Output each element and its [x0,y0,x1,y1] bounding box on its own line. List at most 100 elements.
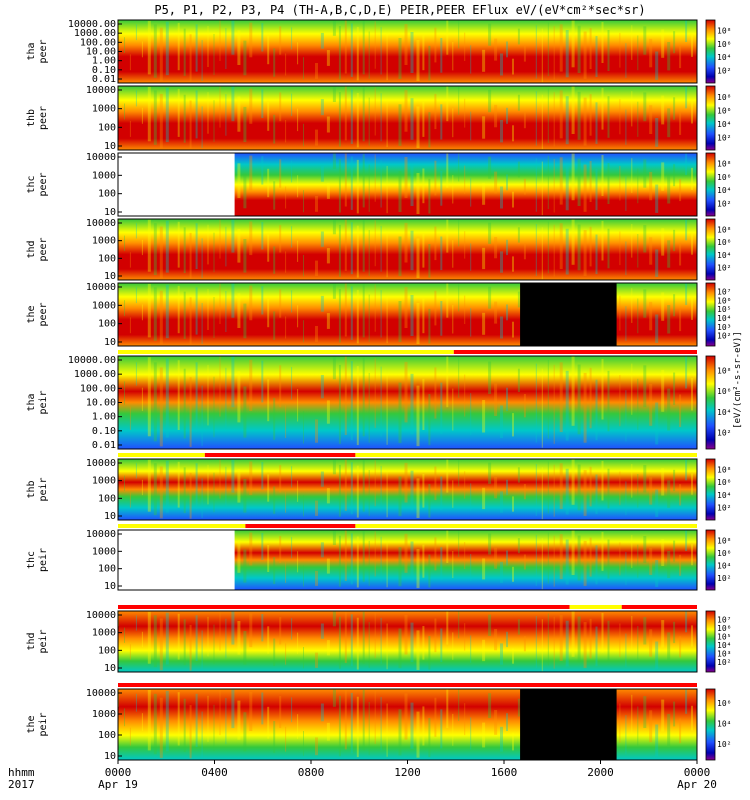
flux-variation [153,463,157,516]
mode-bar-segment [118,453,205,457]
flux-variation [141,713,143,731]
flux-variation [500,643,503,665]
colorbar [705,85,716,151]
flux-variation [452,551,454,578]
colorbar-tick-label: 10³ [717,323,731,332]
y-tick-label: 10 [104,663,116,674]
flux-variation [470,111,472,141]
flux-variation [422,101,425,137]
flux-variation [565,30,569,78]
flux-variation [165,358,169,438]
flux-variation [440,547,443,581]
flux-variation [291,367,293,400]
flux-variation [464,542,466,569]
flux-variation [404,693,408,740]
flux-variation [452,713,454,746]
flux-variation [416,478,420,518]
flux-variation [494,710,498,735]
flux-variation [267,474,270,502]
flux-variation [583,470,587,516]
flux-variation [297,42,299,65]
flux-variation [344,611,347,663]
flux-variation [541,538,543,590]
flux-variation [559,534,563,580]
flux-variation [225,367,227,429]
flux-variation [267,298,270,328]
flux-variation [512,732,514,751]
y-label-probe: thb [26,480,37,498]
y-label-probe: thd [26,632,37,650]
flux-variation [535,464,537,516]
flux-variation [237,371,241,423]
flux-variation [494,477,498,499]
flux-variation [279,225,282,253]
flux-variation [362,219,365,272]
flux-variation [464,165,466,194]
flux-variation [398,171,402,212]
flux-variation [332,356,336,380]
flux-variation [219,283,221,324]
flux-variation [165,21,169,76]
y-tick-label: 100 [98,122,116,133]
colorbar-tick-label: 10⁸ [717,93,731,102]
flux-variation [201,630,203,670]
flux-variation [297,175,299,198]
flux-variation [261,222,264,250]
flux-variation [667,305,671,334]
flux-variation [446,611,449,645]
flux-variation [506,631,508,648]
flux-variation [434,160,437,196]
y-tick-label: 10 [104,337,116,348]
flux-variation [422,168,425,204]
colorbar-tick-label: 10⁸ [717,536,731,545]
flux-variation [595,102,598,144]
colorbar [705,610,716,673]
flux-variation [338,616,341,669]
flux-variation [320,32,324,49]
flux-variation [428,636,431,670]
flux-variation [512,125,514,142]
flux-variation [571,219,575,265]
flux-variation [553,535,555,587]
flux-variation [374,21,376,69]
flux-variation [362,611,365,664]
x-tick-label: 1200 [394,766,421,779]
flux-variation [207,26,209,67]
flux-variation [153,90,157,145]
flux-variation [153,362,157,442]
flux-variation [691,101,693,124]
flux-variation [559,157,563,205]
flux-variation [440,104,443,140]
flux-variation [506,41,508,58]
panel-the-peir: 10 100 1000 10000 the peir 10² 10⁴ 10⁶ [26,688,731,762]
flux-variation [219,611,221,651]
flux-variation [685,153,688,175]
flux-variation [619,295,621,331]
flux-variation [315,737,318,756]
flux-variation [643,159,647,188]
flux-variation [243,712,247,752]
flux-variation [655,51,659,80]
flux-variation [452,108,454,138]
flux-variation [326,116,330,133]
flux-variation [583,622,587,668]
colorbar-tick-label: 10⁸ [717,27,731,36]
flux-variation [344,20,347,74]
flux-variation [547,532,549,584]
flux-variation [153,24,157,78]
colorbar-tick-label: 10⁶ [717,549,731,558]
flux-variation [619,623,621,658]
flux-variation [691,705,693,731]
y-tick-label: 100 [98,493,116,504]
flux-variation [428,484,431,518]
flux-variation [398,547,402,587]
flux-variation [649,548,653,575]
flux-variation [177,221,180,268]
flux-variation [541,94,543,150]
flux-variation [500,316,503,339]
flux-variation [679,244,682,266]
flux-variation [577,464,581,511]
flux-variation [177,360,180,430]
flux-variation [673,701,676,727]
flux-variation [500,726,503,752]
